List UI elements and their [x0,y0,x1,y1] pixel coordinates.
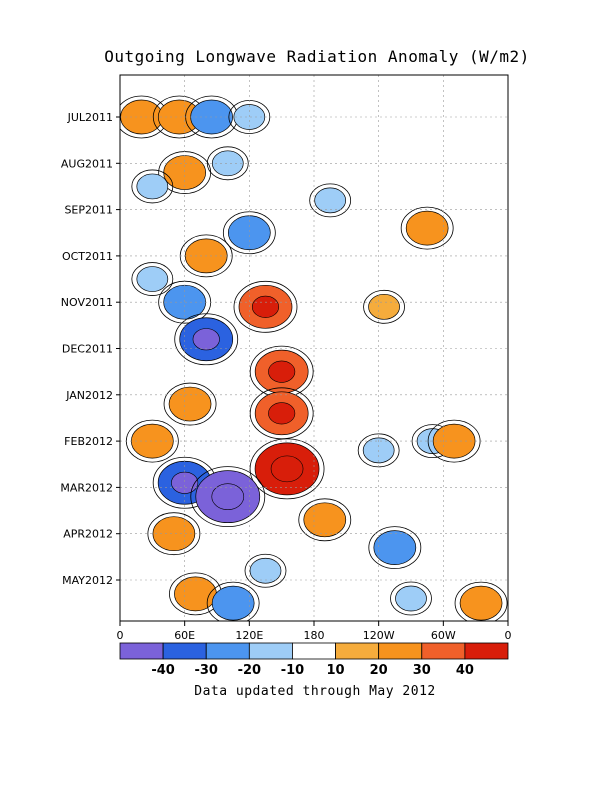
y-tick-label: FEB2012 [64,435,113,448]
anomaly-contour [174,313,239,366]
negative-anomaly [136,173,169,200]
y-tick-label: NOV2011 [61,296,113,309]
anomaly-contour [368,526,422,569]
colorbar-swatch [205,642,250,660]
y-tick-label: OCT2011 [62,250,113,263]
anomaly-contour [454,581,508,621]
positive-anomaly [405,210,449,246]
anomaly-contour [363,289,405,324]
y-tick-label: JAN2012 [65,389,113,402]
x-tick-label: 0 [117,629,124,642]
anomaly-core [192,328,220,351]
colorbar-swatch [248,642,293,660]
anomaly-contour [206,581,260,621]
colorbar-label: 10 [327,663,345,678]
colorbar-swatch [162,642,207,660]
anomaly-contour [400,206,454,250]
anomaly-contour [190,466,266,528]
negative-anomaly [249,557,282,584]
x-tick-label: 180 [304,629,325,642]
positive-anomaly [459,585,503,621]
y-tick-label: JUL2011 [67,111,113,124]
chart-title: Outgoing Longwave Radiation Anomaly (W/m… [104,47,530,66]
colorbar-label: 30 [413,663,431,678]
positive-anomaly [303,502,347,538]
x-tick-label: 120E [235,629,263,642]
anomaly-contour [249,438,325,500]
anomaly-contour [390,581,432,616]
anomaly-contour [131,169,174,204]
y-tick-label: MAY2012 [62,574,113,587]
positive-anomaly [368,293,400,320]
y-axis: JUL2011 AUG2011 SEP2011 OCT2011 NOV2011 DEC20… [60,111,120,587]
x-tick-label: 60W [431,629,456,642]
negative-anomaly [395,585,427,612]
x-tick-label: 60E [174,629,195,642]
positive-anomaly [152,516,196,552]
negative-anomaly [211,585,255,621]
colorbar-swatch [335,642,380,660]
y-tick-label: MAR2012 [60,481,113,494]
colorbar-label: 40 [456,663,474,678]
x-tick-label: 0 [505,629,512,642]
colorbar-swatch [421,642,466,660]
colorbar-label: -40 [151,663,175,678]
x-axis: 0 60E 120E 180 120W 60W 0 [117,621,512,642]
colorbar-swatch [119,642,164,660]
anomaly-contour [147,512,201,556]
colorbar: -40 -30 -20 -10 10 20 30 40 [119,642,509,678]
anomaly-contour [163,382,217,426]
colorbar-label: -10 [281,663,305,678]
colorbar-label: -20 [238,663,262,678]
colorbar-label: 20 [370,663,388,678]
anomaly-contour [233,280,298,333]
anomaly-contour [206,146,249,181]
anomaly-field [120,95,508,621]
anomaly-core [171,471,199,494]
colorbar-swatch [378,642,423,660]
x-tick-label: 120W [363,629,395,642]
y-tick-label: SEP2011 [64,204,113,217]
y-tick-label: DEC2011 [62,343,113,356]
y-tick-label: APR2012 [63,528,113,541]
footnote: Data updated through May 2012 [194,684,436,699]
anomaly-contour [298,498,352,542]
negative-anomaly [136,266,169,292]
negative-anomaly [314,187,347,214]
anomaly-contour [244,553,287,588]
colorbar-swatch [464,642,509,660]
anomaly-core [270,455,304,483]
anomaly-contour [309,183,352,218]
anomaly-contour [131,262,174,296]
grid-lines [120,75,508,621]
colorbar-label: -30 [194,663,218,678]
positive-anomaly [168,386,212,422]
anomaly-core [268,360,296,383]
colorbar-swatch [292,642,336,660]
y-tick-label: AUG2011 [61,157,113,170]
positive-anomaly [130,423,174,459]
positive-anomaly [432,423,476,459]
anomaly-core [211,483,245,510]
negative-anomaly [373,530,417,565]
negative-anomaly [211,150,244,177]
anomaly-core [268,402,296,425]
anomaly-core [251,295,280,318]
